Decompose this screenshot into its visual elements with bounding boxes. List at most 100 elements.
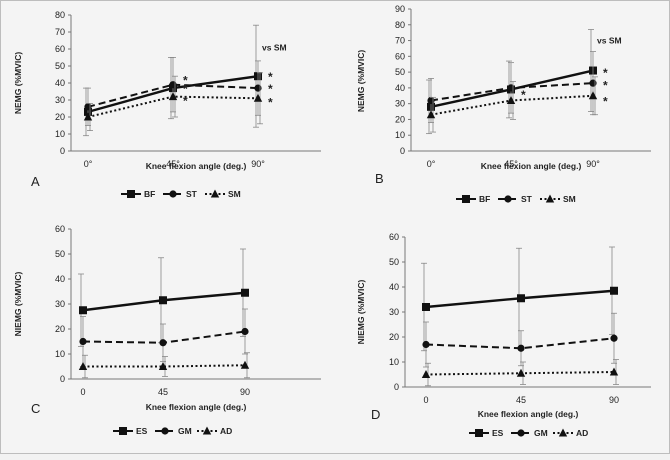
legend-marker [475,429,483,437]
y-tick-label: 20 [55,324,65,334]
series-line [425,337,615,350]
x-tick-label: 0 [80,387,85,397]
legend-label: BF [144,189,155,199]
y-tick-label: 40 [389,282,399,292]
y-tick-label: 30 [389,307,399,317]
chart-panel-B: 0 10 20 30 40 50 60 70 80 90 0° 45° 90° NEMG (%MVIC) K… [356,4,651,204]
x-axis-label: Knee flexion angle (deg.) [146,402,247,412]
legend: BF ST SM [121,189,241,199]
significance-marker: * [183,82,188,96]
panel-label: C [31,401,40,416]
y-tick-label: 60 [389,232,399,242]
legend: BF ST SM [456,194,576,204]
data-point [421,370,431,378]
series-GM [79,308,249,367]
panel-label: D [371,407,380,422]
x-tick-label: 90 [609,395,619,405]
legend-marker [127,190,135,198]
chart-panel-C: 0 10 20 30 40 50 60 0 45 90 NIEMG (%MVIC) Knee flex… [13,224,321,436]
data-point [159,339,167,347]
panel-label: A [31,174,40,189]
series-ST [84,57,262,126]
data-point [427,96,435,105]
y-tick-label: 50 [55,249,65,259]
data-point [517,344,525,352]
legend-marker [119,427,127,435]
significance-marker: * [603,66,608,80]
data-point [158,362,168,370]
legend-marker [169,190,177,198]
data-point [79,337,87,346]
significance-marker: * [603,95,608,109]
y-axis-label: NEMG (%MVIC) [13,52,23,115]
series-BF [83,24,262,137]
significance-marker: * [268,70,273,84]
legend-label: ST [521,194,533,204]
x-axis-label: Knee flexion angle (deg.) [146,161,247,171]
y-axis-label: NIEMG (%MVIC) [356,279,366,344]
data-point [507,84,515,92]
chart-panel-D: 0 10 20 30 40 50 60 0 45 90 NIEMG (%MVIC) Knee flex… [356,232,651,438]
data-point [516,368,526,377]
data-point [83,112,93,121]
x-tick-label: 90 [240,387,250,397]
x-tick-label: 90° [586,159,600,169]
series-ES [78,248,249,347]
data-point [422,303,430,311]
y-tick-label: 10 [389,357,399,367]
annotation-label: vs SM [262,43,287,53]
legend-label: AD [576,428,588,438]
y-tick-label: 70 [55,27,65,37]
y-axis-label: NIEMG (%MVIC) [13,271,23,336]
y-tick-label: 10 [395,130,405,140]
legend-marker [558,428,568,437]
x-axis-label: Knee flexion angle (deg.) [481,161,582,171]
y-tick-label: 50 [389,257,399,267]
x-tick-label: 0° [427,159,436,169]
data-point [168,92,178,101]
significance-marker: * [521,88,526,102]
y-axis-label: NEMG (%MVIC) [356,50,366,113]
series-AD [421,359,619,387]
legend-label: SM [228,189,241,199]
data-point [517,294,525,303]
y-tick-label: 60 [55,44,65,54]
y-tick-label: 10 [55,129,65,139]
data-point [79,306,87,315]
data-point [254,84,262,92]
legend-label: ES [492,428,504,438]
y-tick-label: 50 [55,61,65,71]
data-point [588,91,598,100]
legend-marker [161,427,169,435]
legend-marker [545,194,555,203]
y-tick-label: 20 [395,114,405,124]
legend-marker [210,189,220,198]
data-point [506,96,516,105]
y-tick-label: 40 [55,78,65,88]
legend-label: AD [220,426,232,436]
significance-marker: * [603,79,608,93]
series-ES [421,246,618,352]
data-point [253,93,263,102]
legend-marker [202,426,212,435]
y-tick-label: 10 [55,349,65,359]
y-tick-label: 0 [60,374,65,384]
y-tick-label: 60 [395,51,405,61]
legend-label: ES [136,426,148,436]
legend-label: GM [178,426,192,436]
x-tick-label: 0 [423,395,428,405]
legend-label: GM [534,428,548,438]
data-point [422,340,430,349]
legend-label: ST [186,189,198,199]
y-tick-label: 90 [395,4,405,14]
x-tick-label: 90° [251,159,265,169]
panel-label: B [375,171,384,186]
significance-marker: * [268,96,273,110]
x-axis-label: Knee flexion angle (deg.) [478,409,579,419]
y-tick-label: 80 [55,10,65,20]
series-GM [422,312,618,368]
x-tick-label: 45 [158,387,168,397]
legend-label: SM [563,194,576,204]
